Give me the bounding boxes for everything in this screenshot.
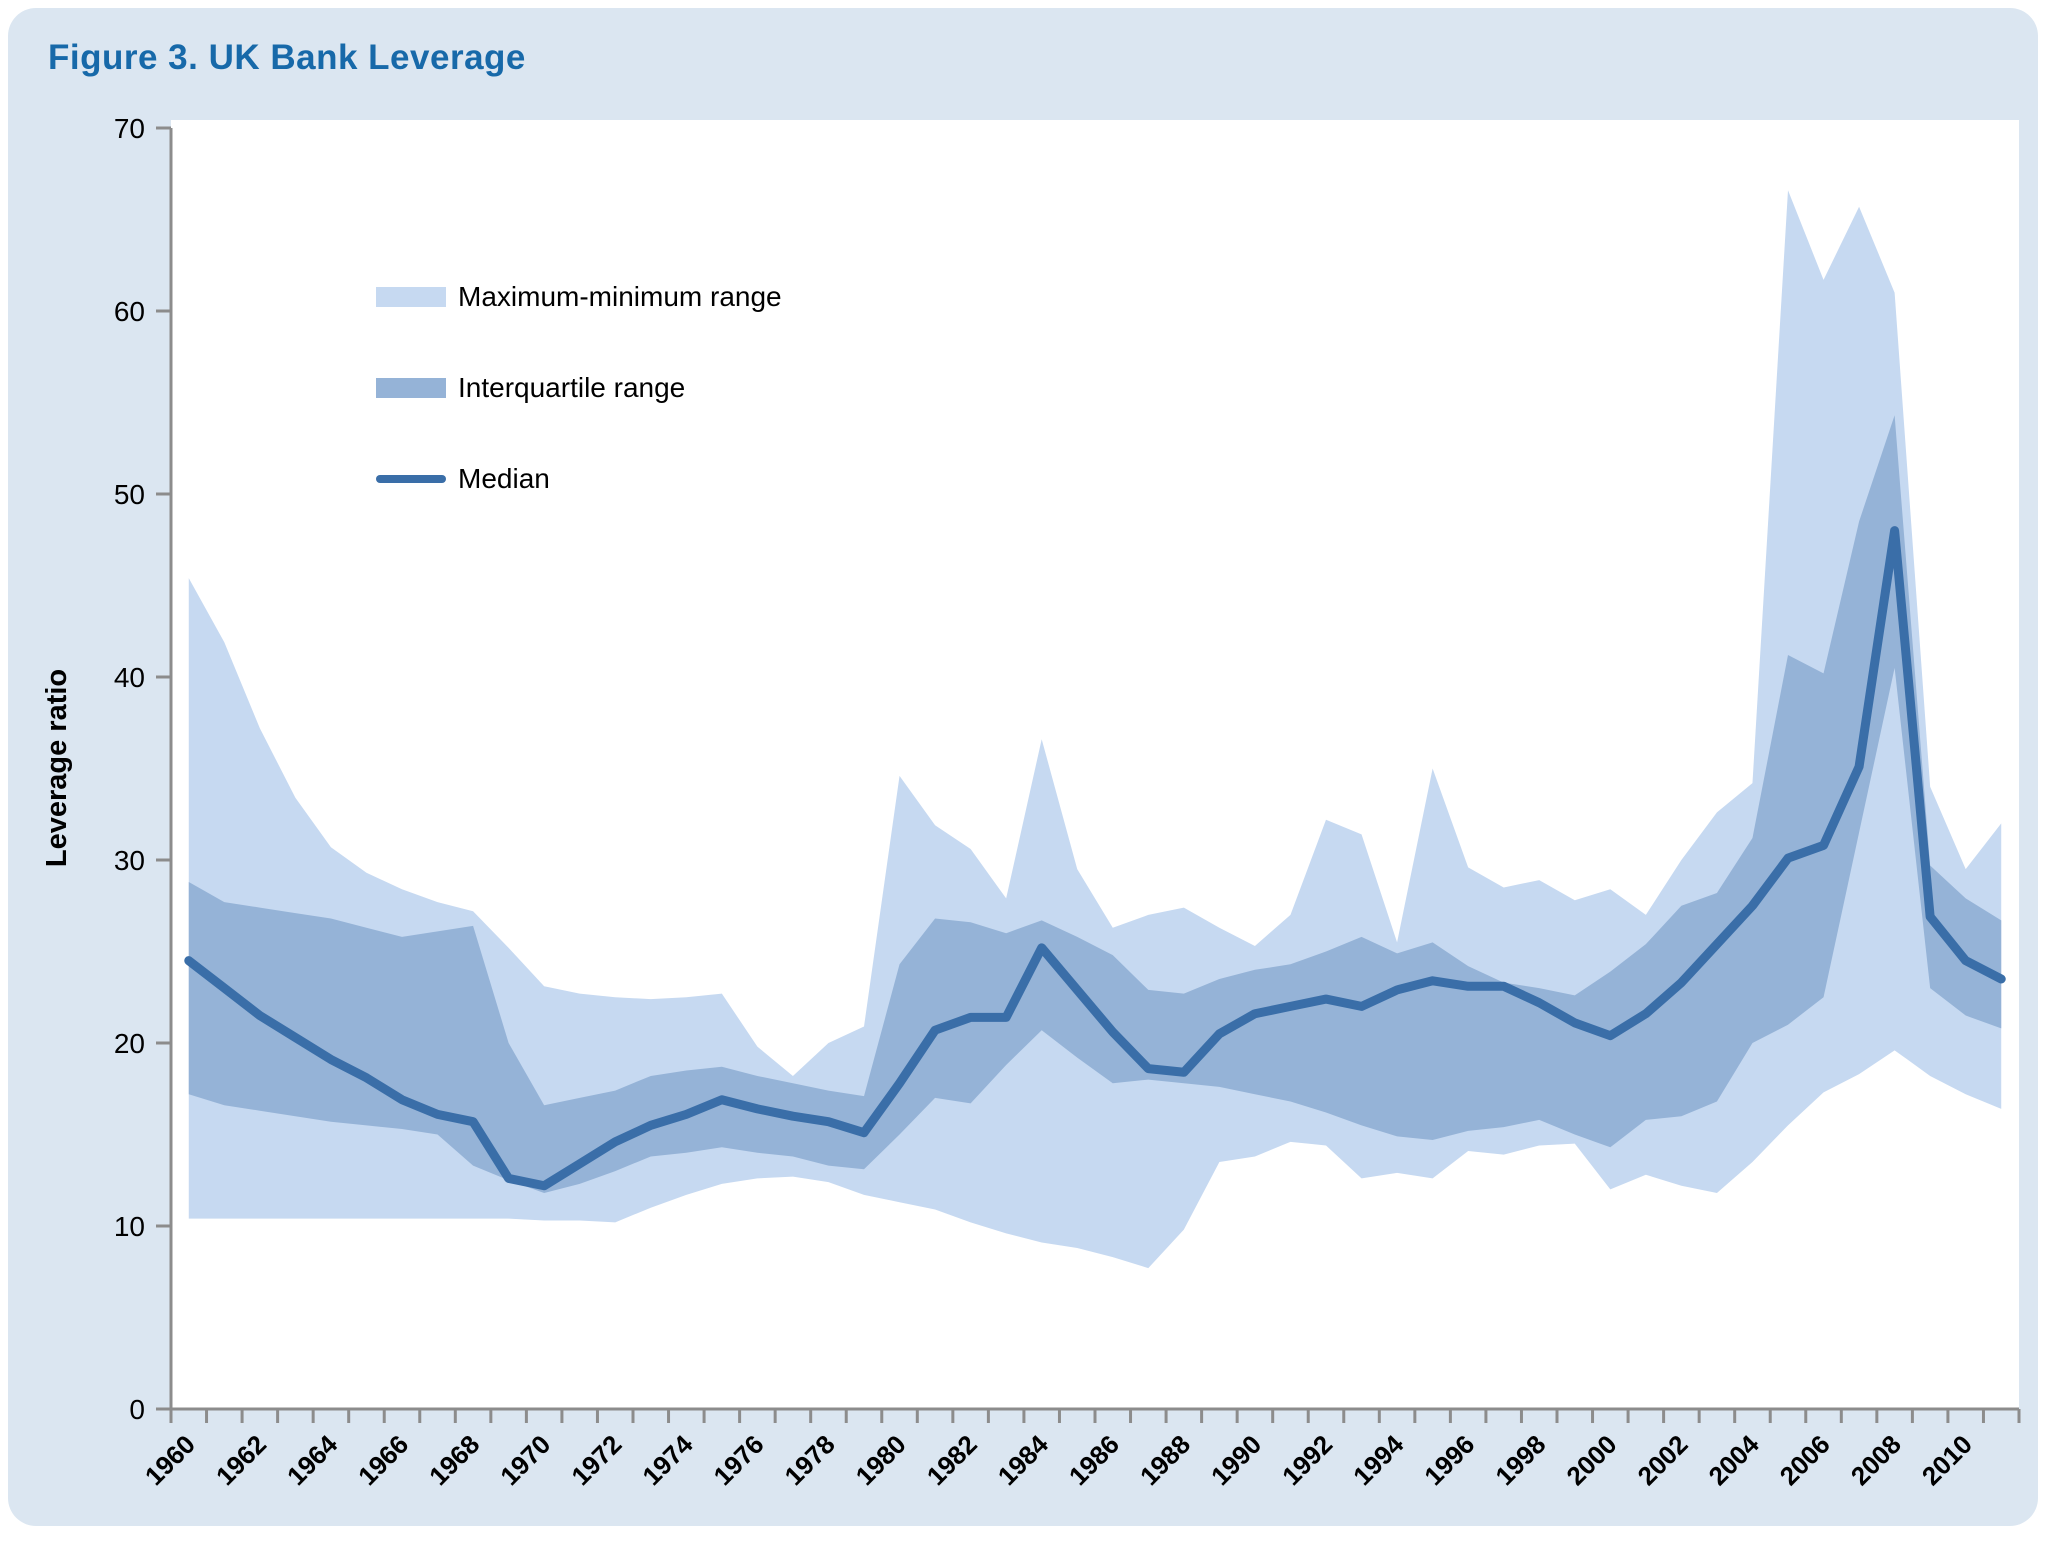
svg-text:1972: 1972 (565, 1429, 627, 1491)
svg-text:30: 30 (114, 845, 145, 876)
svg-text:1968: 1968 (423, 1429, 485, 1491)
svg-text:1992: 1992 (1276, 1429, 1338, 1491)
svg-text:1980: 1980 (850, 1429, 912, 1491)
svg-text:2002: 2002 (1632, 1429, 1694, 1491)
legend-label-maxmin: Maximum-minimum range (458, 281, 782, 312)
svg-text:50: 50 (114, 479, 145, 510)
svg-text:60: 60 (114, 296, 145, 327)
svg-text:1974: 1974 (636, 1429, 698, 1491)
svg-text:1962: 1962 (210, 1429, 272, 1491)
y-axis-tick-labels: 0 10 20 30 40 50 60 70 (114, 113, 145, 1425)
maxmin-range-swatch (376, 287, 446, 307)
svg-text:20: 20 (114, 1028, 145, 1059)
median-line (184, 526, 2006, 1191)
y-axis-title: Leverage ratio (41, 669, 73, 867)
svg-text:0: 0 (129, 1394, 145, 1425)
median-line-swatch (376, 475, 446, 483)
svg-text:1996: 1996 (1418, 1429, 1480, 1491)
svg-text:2010: 2010 (1916, 1429, 1978, 1491)
svg-text:1994: 1994 (1347, 1429, 1409, 1491)
svg-text:1984: 1984 (992, 1429, 1054, 1491)
figure-title: Figure 3. UK Bank Leverage (48, 38, 526, 77)
svg-text:1976: 1976 (708, 1429, 770, 1491)
x-axis-tick-labels: 1960 1962 1964 1966 1968 1970 1972 1974 1976 1978… (139, 1429, 1978, 1491)
legend-label-median: Median (458, 463, 550, 494)
svg-text:1960: 1960 (139, 1429, 201, 1491)
svg-text:1998: 1998 (1489, 1429, 1551, 1491)
svg-text:1988: 1988 (1134, 1429, 1196, 1491)
svg-text:1964: 1964 (281, 1429, 343, 1491)
svg-text:2006: 2006 (1774, 1429, 1836, 1491)
figure-container: Figure 3. UK Bank Leverage 0 10 20 30 40 50 60… (8, 8, 2038, 1526)
legend-item-maxmin: Maximum-minimum range (376, 280, 782, 314)
legend: Maximum-minimum range Interquartile rang… (376, 280, 782, 553)
chart-bands (188, 190, 2002, 1269)
svg-text:1982: 1982 (921, 1429, 983, 1491)
axes (156, 126, 2021, 1423)
legend-label-iqr: Interquartile range (458, 372, 686, 403)
svg-text:2000: 2000 (1560, 1429, 1622, 1491)
svg-text:2008: 2008 (1845, 1429, 1907, 1491)
svg-text:1966: 1966 (352, 1429, 414, 1491)
iqr-range-swatch (376, 378, 446, 398)
svg-text:1990: 1990 (1205, 1429, 1267, 1491)
svg-text:1970: 1970 (494, 1429, 556, 1491)
svg-text:40: 40 (114, 662, 145, 693)
svg-text:10: 10 (114, 1211, 145, 1242)
svg-text:2004: 2004 (1703, 1429, 1765, 1491)
legend-item-iqr: Interquartile range (376, 371, 782, 405)
leverage-chart: 0 10 20 30 40 50 60 70 1960 1962 1964 1966 1968 1970… (41, 113, 2021, 1491)
svg-text:1978: 1978 (779, 1429, 841, 1491)
svg-text:70: 70 (114, 113, 145, 144)
legend-item-median: Median (376, 462, 782, 496)
svg-text:1986: 1986 (1063, 1429, 1125, 1491)
